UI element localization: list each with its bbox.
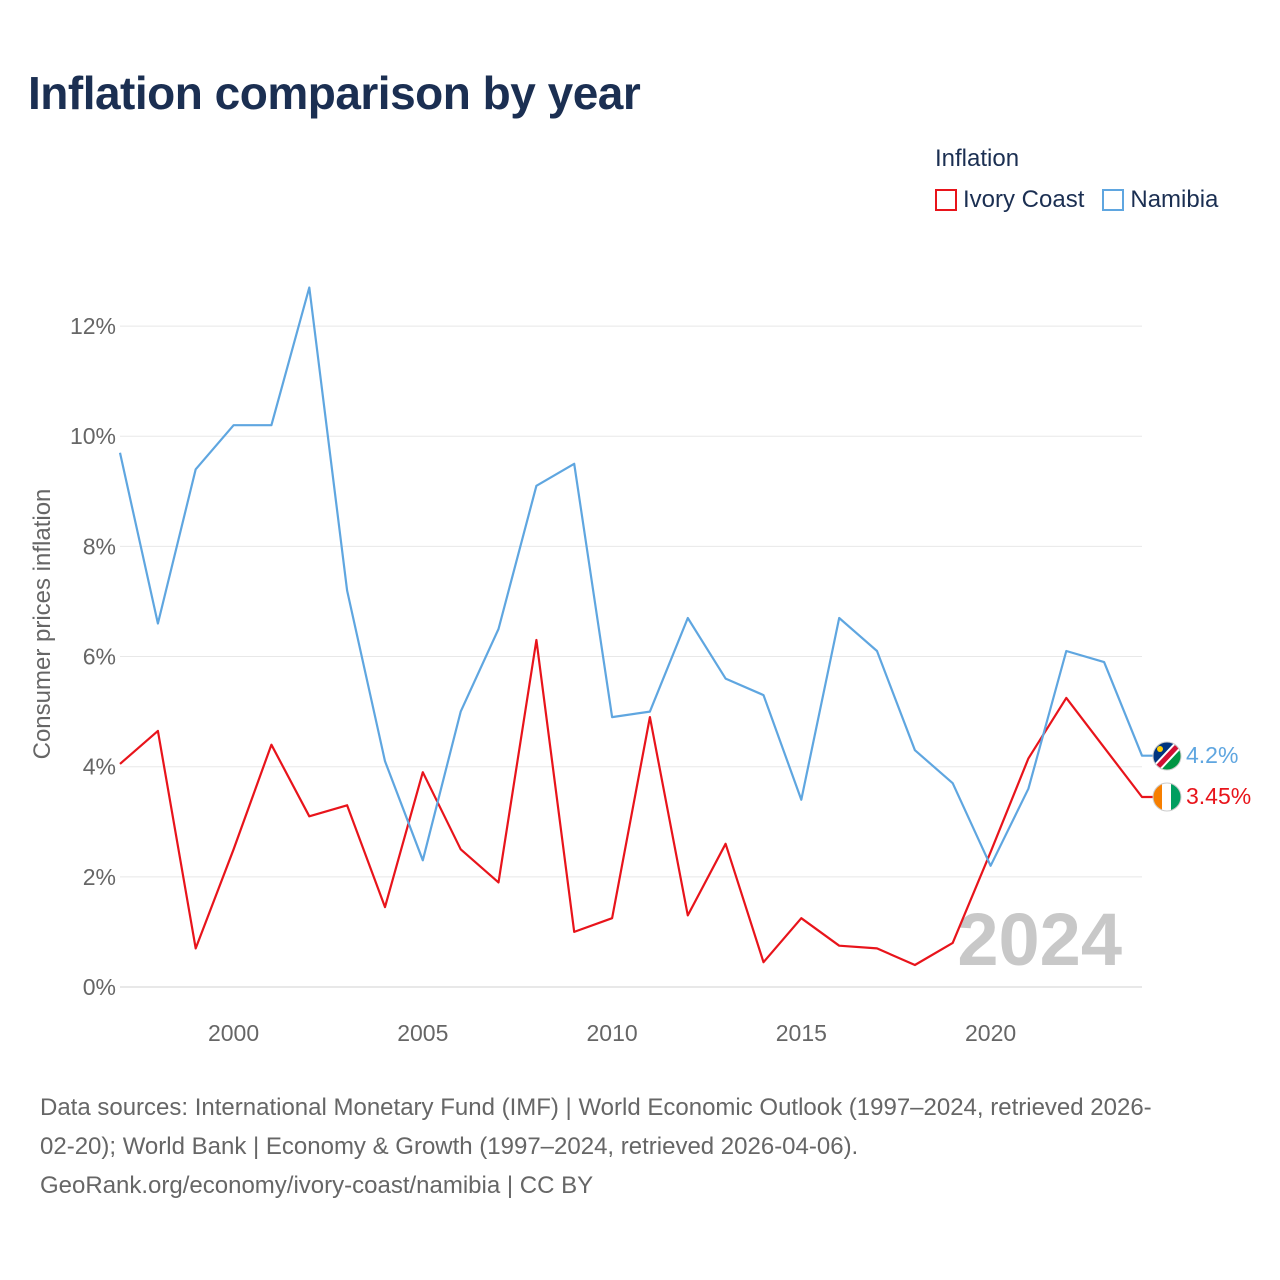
- namibia-flag-icon: [1153, 742, 1181, 770]
- footer-line-3: GeoRank.org/economy/ivory-coast/namibia …: [40, 1172, 594, 1199]
- y-tick-label: 2%: [83, 864, 116, 890]
- legend-item-namibia[interactable]: Namibia: [1102, 186, 1218, 214]
- legend-item-ivory-coast[interactable]: Ivory Coast: [935, 186, 1084, 214]
- legend-swatch-namibia: [1102, 189, 1125, 211]
- year-watermark: 2024: [957, 898, 1122, 981]
- ivory-coast-end-label: 3.45%: [1186, 783, 1251, 809]
- legend-label-namibia: Namibia: [1130, 186, 1219, 213]
- x-tick-label: 2020: [965, 1020, 1016, 1046]
- footer-line-2: 02-20); World Bank | Economy & Growth (1…: [40, 1133, 859, 1160]
- x-tick-label: 2000: [208, 1020, 259, 1046]
- namibia-end-label: 4.2%: [1186, 742, 1238, 768]
- y-axis-label: Consumer prices inflation: [29, 489, 56, 760]
- y-tick-label: 6%: [83, 644, 116, 670]
- y-tick-label: 0%: [83, 974, 116, 1000]
- footer-line-1: Data sources: International Monetary Fun…: [40, 1094, 1152, 1121]
- y-tick-label: 12%: [70, 313, 116, 339]
- x-tick-label: 2010: [586, 1020, 637, 1046]
- y-tick-label: 10%: [70, 423, 116, 449]
- chart-title: Inflation comparison by year: [28, 67, 641, 119]
- y-tick-label: 4%: [83, 754, 116, 780]
- legend-title: Inflation: [935, 145, 1020, 172]
- ivory-coast-flag-icon: [1153, 783, 1181, 811]
- line-chart: 0% 2% 4% 6% 8% 10% 12% 2000 2005 2010 2015 2020 20…: [29, 286, 1251, 1046]
- x-tick-label: 2015: [776, 1020, 827, 1046]
- data-source-footer: Data sources: International Monetary Fun…: [40, 1088, 1250, 1205]
- series-line-namibia[interactable]: [118, 286, 1154, 867]
- legend-label-ivory-coast: Ivory Coast: [963, 186, 1085, 213]
- series-line-ivory-coast[interactable]: [119, 638, 1154, 967]
- y-tick-label: 8%: [83, 533, 116, 559]
- legend: Ivory Coast Namibia: [935, 186, 1218, 214]
- legend-swatch-ivory-coast: [935, 189, 957, 211]
- x-tick-label: 2005: [397, 1020, 448, 1046]
